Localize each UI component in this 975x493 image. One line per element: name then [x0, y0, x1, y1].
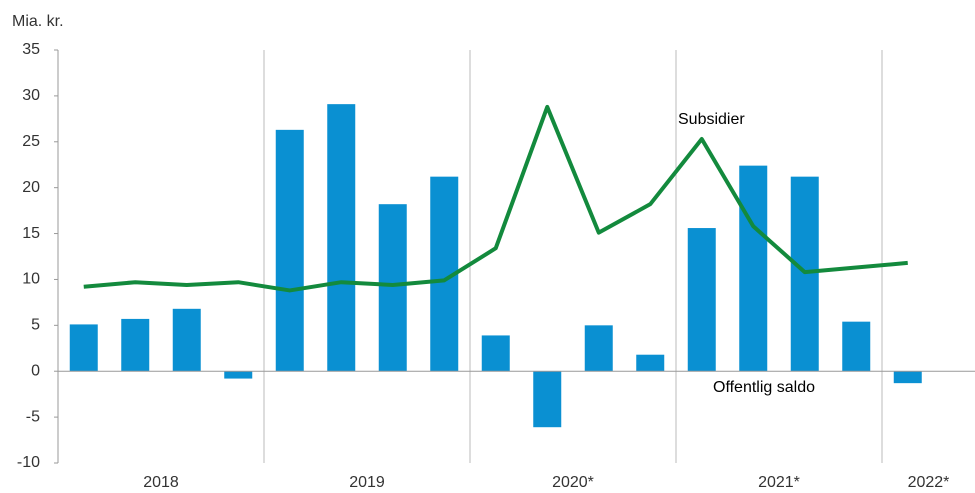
x-tick-label: 2018: [143, 474, 179, 491]
bar: [687, 228, 716, 372]
y-tick-label: 30: [22, 87, 40, 104]
y-tick-label: -10: [17, 454, 40, 471]
x-tick-label: 2019: [349, 474, 385, 491]
bar: [378, 204, 407, 372]
bar: [481, 335, 510, 372]
bar: [739, 165, 768, 372]
y-tick-label: -5: [26, 408, 40, 425]
series-annotation: Offentlig saldo: [713, 379, 815, 396]
bar: [327, 104, 356, 372]
line: [83, 104, 908, 293]
x-tick-label: 2022*: [908, 474, 950, 491]
bar: [584, 325, 613, 372]
y-tick-label: 20: [22, 179, 40, 196]
bar: [893, 371, 922, 384]
bar: [172, 308, 201, 372]
x-tick-label: 2021*: [758, 474, 800, 491]
bar: [69, 324, 98, 372]
y-tick-label: 10: [22, 271, 40, 288]
bar: [121, 318, 150, 372]
y-tick-label: 35: [22, 41, 40, 58]
bar: [224, 371, 253, 379]
y-tick-label: 0: [31, 362, 40, 379]
y-tick-label: 5: [31, 317, 40, 334]
y-tick-label: 25: [22, 133, 40, 150]
bar: [533, 371, 562, 428]
bar: [275, 129, 304, 372]
y-tick-label: 15: [22, 225, 40, 242]
bar: [842, 321, 871, 372]
x-tick-label: 2020*: [552, 474, 594, 491]
series-annotation: Subsidier: [678, 111, 745, 128]
bar: [636, 354, 665, 372]
y-axis-label: Mia. kr.: [12, 13, 64, 30]
